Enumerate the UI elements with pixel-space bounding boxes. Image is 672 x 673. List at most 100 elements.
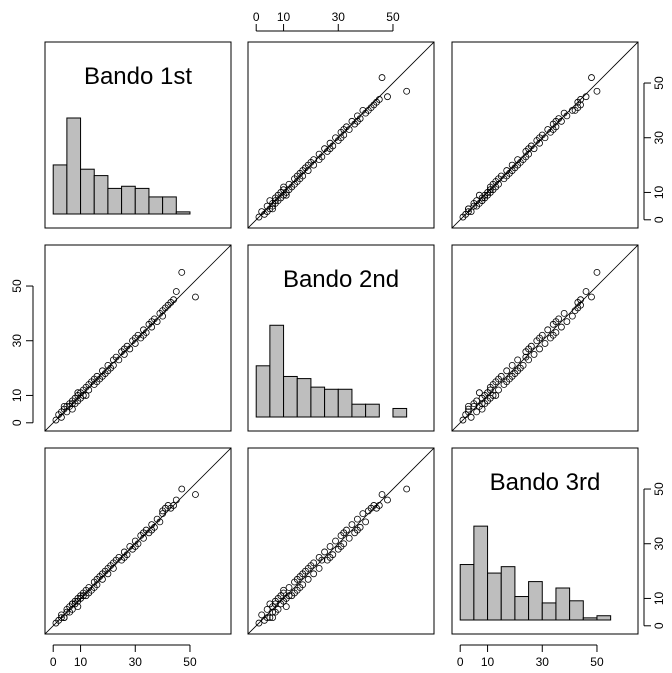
x-tick-label: 0 bbox=[50, 655, 57, 669]
panel-frame bbox=[247, 447, 435, 635]
data-point bbox=[274, 191, 282, 199]
data-point bbox=[348, 117, 356, 125]
panel-frame bbox=[44, 447, 232, 635]
histogram-bar bbox=[93, 175, 109, 215]
data-point bbox=[492, 392, 500, 399]
data-point bbox=[159, 510, 167, 518]
data-point bbox=[74, 595, 82, 602]
data-point bbox=[269, 614, 277, 621]
data-point bbox=[131, 334, 139, 342]
data-point bbox=[170, 502, 177, 509]
data-point bbox=[536, 134, 543, 142]
data-point bbox=[514, 156, 522, 164]
data-point bbox=[285, 186, 293, 194]
data-point bbox=[519, 361, 527, 369]
data-point bbox=[296, 584, 304, 591]
x-tick-label: 0 bbox=[457, 655, 464, 669]
data-point bbox=[131, 543, 139, 550]
data-point bbox=[269, 205, 277, 213]
data-point bbox=[79, 386, 87, 394]
data-point bbox=[93, 575, 101, 583]
data-point bbox=[588, 293, 595, 301]
data-point bbox=[503, 172, 511, 180]
panel-2-1 bbox=[44, 244, 232, 432]
data-point bbox=[326, 139, 334, 147]
data-point bbox=[593, 87, 601, 95]
data-point bbox=[120, 345, 128, 353]
data-point bbox=[475, 389, 483, 397]
data-point bbox=[489, 381, 497, 388]
data-point bbox=[384, 496, 391, 504]
data-point bbox=[280, 586, 287, 594]
data-point bbox=[126, 345, 134, 353]
data-point bbox=[563, 318, 571, 325]
data-point bbox=[484, 191, 491, 199]
data-point bbox=[140, 331, 147, 339]
data-point bbox=[109, 361, 117, 369]
data-point bbox=[315, 564, 323, 572]
x-tick-label: 50 bbox=[590, 655, 604, 669]
data-point bbox=[293, 575, 301, 583]
histogram-bar bbox=[175, 211, 191, 215]
data-point bbox=[148, 526, 156, 534]
data-point bbox=[104, 367, 112, 375]
data-point bbox=[299, 167, 307, 174]
data-point bbox=[588, 74, 595, 81]
data-point bbox=[536, 345, 543, 353]
data-point bbox=[503, 367, 511, 375]
panel-frame bbox=[451, 447, 639, 635]
data-point bbox=[560, 309, 568, 317]
data-point bbox=[508, 372, 516, 380]
y-tick-label: 10 bbox=[652, 185, 666, 199]
data-point bbox=[362, 518, 370, 526]
data-point bbox=[192, 293, 199, 301]
data-point bbox=[549, 126, 557, 133]
data-point bbox=[508, 161, 516, 169]
data-point bbox=[473, 408, 481, 416]
data-point bbox=[345, 534, 353, 542]
data-point bbox=[90, 584, 98, 591]
data-point bbox=[354, 117, 361, 125]
y-tick-label: 50 bbox=[652, 76, 666, 90]
data-point bbox=[315, 150, 323, 158]
data-point bbox=[530, 351, 538, 358]
data-point bbox=[140, 534, 147, 542]
data-point bbox=[99, 575, 106, 583]
data-point bbox=[280, 186, 287, 194]
data-point bbox=[280, 589, 287, 597]
data-point bbox=[541, 340, 549, 347]
data-point bbox=[266, 197, 274, 205]
data-point bbox=[282, 603, 290, 611]
data-point bbox=[465, 402, 472, 410]
data-point bbox=[285, 592, 293, 600]
panel-1-2 bbox=[247, 41, 435, 229]
data-point bbox=[489, 392, 497, 399]
x-tick-label: 10 bbox=[277, 10, 291, 24]
data-point bbox=[593, 268, 601, 276]
data-point bbox=[285, 584, 293, 591]
data-point bbox=[263, 202, 271, 210]
data-point bbox=[403, 485, 411, 493]
data-point bbox=[514, 356, 522, 364]
panel-frame bbox=[44, 41, 232, 229]
data-point bbox=[310, 156, 318, 164]
data-point bbox=[74, 603, 82, 611]
data-point bbox=[558, 323, 565, 331]
data-point bbox=[465, 405, 472, 413]
data-point bbox=[473, 197, 481, 205]
histogram-bar bbox=[459, 564, 475, 621]
data-point bbox=[68, 600, 76, 608]
panel-1-1: Bando 1st bbox=[44, 41, 232, 229]
data-point bbox=[85, 386, 93, 394]
x-tick-label: 30 bbox=[129, 655, 143, 669]
data-point bbox=[489, 180, 497, 188]
data-point bbox=[465, 205, 472, 213]
data-point bbox=[508, 361, 516, 369]
reference-line bbox=[452, 245, 638, 431]
histogram-bar bbox=[66, 117, 82, 215]
panel-frame bbox=[451, 41, 639, 229]
data-point bbox=[172, 288, 180, 295]
data-point bbox=[519, 156, 527, 164]
panel-frame bbox=[451, 244, 639, 432]
data-point bbox=[514, 367, 522, 375]
